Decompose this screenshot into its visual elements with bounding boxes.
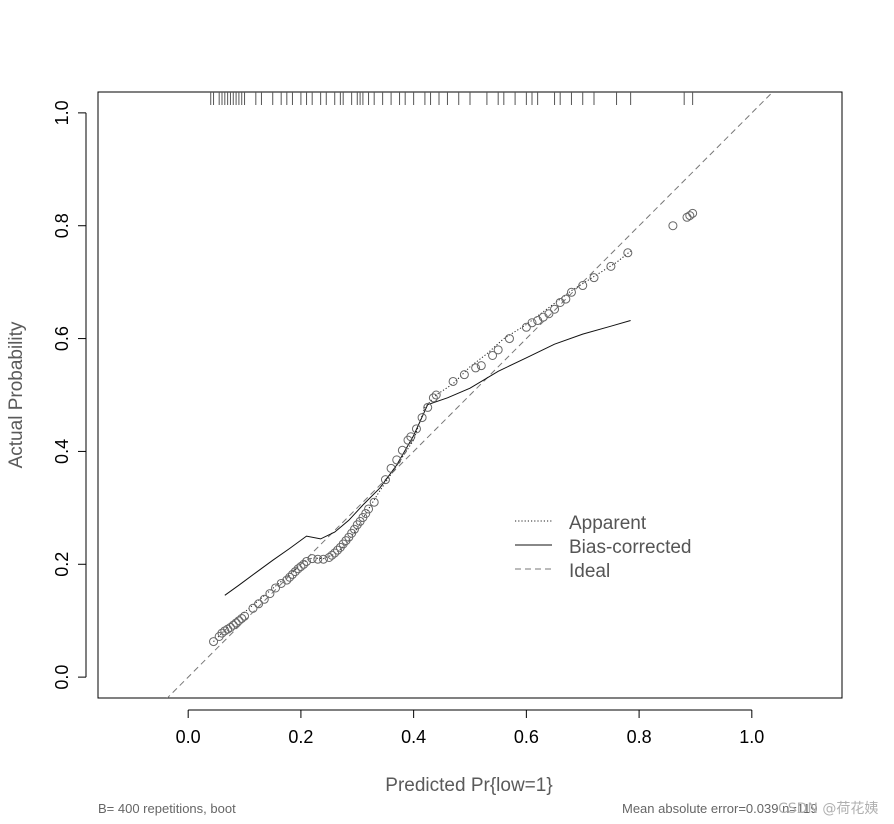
y-axis: 0.0 0.2 0.4 0.6 0.8 1.0 [52,100,87,690]
apparent-point-31 [333,545,343,555]
apparent-point-77 [685,211,695,221]
apparent-point-25 [307,554,317,564]
apparent-point-78 [688,208,698,218]
apparent-point-19 [287,569,297,579]
x-axis: 0.0 0.2 0.4 0.6 0.8 1.0 [176,709,764,747]
apparent-point-55 [448,376,458,386]
apparent-point-28 [324,553,334,563]
apparent-point-74 [623,248,633,258]
apparent-point-59 [488,351,498,361]
apparent-point-61 [504,334,514,344]
apparent-point-52 [423,402,433,412]
apparent-point-7 [231,618,241,628]
apparent-point-5 [225,622,235,632]
apparent-point-57 [471,363,481,373]
apparent-point-63 [527,318,537,328]
x-axis-title: Predicted Pr{low=1} [385,775,552,796]
ideal-line-layer [166,92,774,698]
apparent-point-47 [397,445,407,455]
y-tick-label: 0.0 [52,665,72,690]
x-tick-label: 1.0 [739,727,764,747]
apparent-point-24 [302,556,312,566]
footer-error-note: Mean absolute error=0.039 n=119 [622,801,818,816]
x-tick-label: 0.8 [627,727,652,747]
apparent-point-37 [349,524,359,534]
apparent-point-11 [248,603,258,613]
apparent-point-53 [428,393,438,403]
apparent-line-layer [213,250,631,642]
apparent-point-10 [240,611,250,621]
apparent-point-45 [386,463,396,473]
apparent-point-58 [476,361,486,371]
x-tick-label: 0.0 [176,727,201,747]
apparent-point-69 [561,294,571,304]
apparent-point-29 [327,550,337,560]
series-line-ideal [166,92,774,698]
apparent-point-9 [237,613,247,623]
x-tick-label: 0.6 [514,727,539,747]
apparent-point-20 [290,567,300,577]
y-tick-label: 0.6 [52,326,72,351]
apparent-point-70 [566,287,576,297]
apparent-point-26 [313,554,323,564]
apparent-point-67 [550,304,560,314]
apparent-point-46 [392,455,402,465]
apparent-point-23 [299,559,309,569]
y-tick-label: 0.4 [52,439,72,464]
apparent-point-27 [318,554,328,564]
y-tick-label: 1.0 [52,100,72,125]
apparent-point-44 [380,475,390,485]
x-tick-label: 0.2 [288,727,313,747]
apparent-point-71 [578,281,588,291]
apparent-points [209,208,698,647]
apparent-point-13 [259,594,269,604]
apparent-point-17 [282,575,292,585]
apparent-point-30 [330,548,340,558]
apparent-point-50 [411,424,421,434]
apparent-point-54 [431,390,441,400]
apparent-point-56 [459,370,469,380]
apparent-point-6 [228,620,238,630]
apparent-point-60 [493,345,503,355]
legend-label-ideal: Ideal [569,561,610,582]
apparent-point-18 [285,572,295,582]
apparent-point-72 [589,273,599,283]
legend: Apparent Bias-corrected Ideal [515,513,692,582]
apparent-point-73 [606,261,616,271]
apparent-point-75 [668,221,678,231]
apparent-point-49 [406,432,416,442]
x-tick-label: 0.4 [401,727,426,747]
y-tick-label: 0.8 [52,213,72,238]
apparent-point-12 [254,599,264,609]
apparent-point-0 [209,637,219,647]
legend-label-bias-corrected: Bias-corrected [569,537,692,558]
apparent-point-21 [293,564,303,574]
y-axis-title: Actual Probability [6,321,27,468]
apparent-point-22 [296,562,306,572]
watermark: CSDN @荷花姨 [778,801,879,817]
footer-repetitions-note: B= 400 repetitions, boot [98,801,236,816]
series-line-apparent [213,250,631,642]
apparent-point-14 [265,589,275,599]
apparent-point-8 [234,616,244,626]
apparent-point-41 [361,508,371,518]
apparent-point-43 [369,497,379,507]
rug-marks [210,92,694,105]
apparent-point-15 [271,583,281,593]
legend-label-apparent: Apparent [569,513,647,534]
apparent-point-62 [521,322,531,332]
apparent-point-66 [544,309,554,319]
apparent-point-51 [417,413,427,423]
apparent-point-42 [364,504,374,514]
y-tick-label: 0.2 [52,552,72,577]
